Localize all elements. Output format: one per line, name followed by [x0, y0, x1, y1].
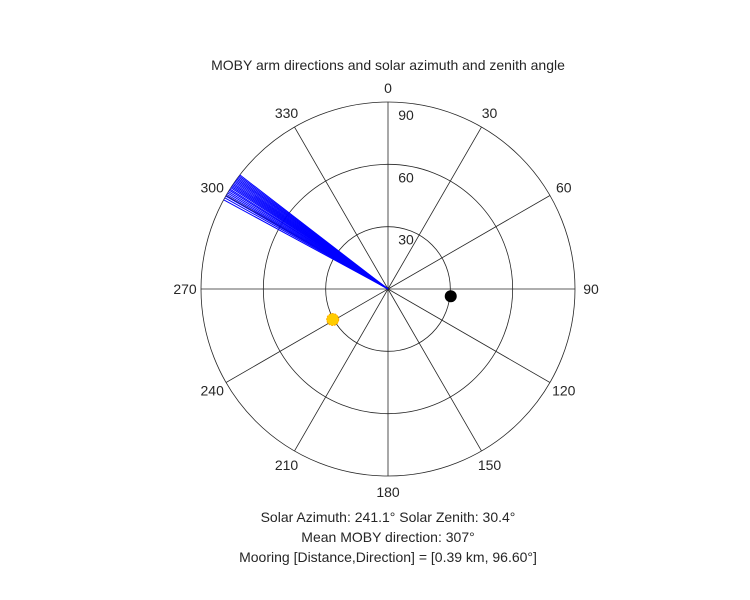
radial-gridline-330	[294, 126, 389, 290]
theta-tick-label: 270	[173, 281, 197, 297]
moby-arm-line	[239, 174, 389, 290]
r-tick-label: 60	[398, 169, 414, 185]
theta-tick-label: 90	[583, 281, 599, 297]
theta-tick-label: 210	[275, 457, 299, 473]
radial-gridline-210	[294, 288, 389, 452]
r-tick-label: 90	[398, 107, 414, 123]
data-points	[326, 290, 457, 327]
theta-tick-label: 300	[201, 180, 225, 196]
theta-tick-label: 60	[556, 180, 572, 196]
mooring-point	[444, 290, 457, 303]
theta-tick-label: 0	[384, 80, 392, 96]
theta-tick-label: 240	[201, 383, 225, 399]
ring-60	[262, 163, 514, 415]
radial-gridline-240	[225, 288, 389, 383]
r-tick-label: 30	[398, 232, 414, 248]
caption-mooring: Mooring [Distance,Direction] = [0.39 km,…	[239, 549, 537, 565]
caption-mean-moby: Mean MOBY direction: 307°	[301, 529, 475, 545]
radial-gridline-60	[387, 195, 551, 290]
ring-90	[200, 101, 576, 477]
theta-tick-label: 30	[482, 105, 498, 121]
axis-labels: 0 30 60 90 120 150 180 210 240 270 300 330 30 60 90	[173, 80, 599, 500]
ring-30	[325, 226, 451, 352]
radial-gridline-120	[387, 288, 551, 383]
polar-grid	[200, 101, 576, 477]
radial-gridline-30	[387, 126, 482, 290]
caption-solar: Solar Azimuth: 241.1° Solar Zenith: 30.4…	[260, 509, 516, 525]
radial-gridline-150	[387, 288, 482, 452]
chart-title: MOBY arm directions and solar azimuth an…	[211, 57, 565, 73]
theta-tick-label: 330	[275, 105, 299, 121]
theta-tick-label: 150	[478, 457, 502, 473]
moby-arm-lines	[223, 174, 389, 290]
theta-tick-label: 180	[376, 484, 400, 500]
theta-tick-label: 120	[552, 383, 576, 399]
solar-position-point	[326, 313, 340, 327]
